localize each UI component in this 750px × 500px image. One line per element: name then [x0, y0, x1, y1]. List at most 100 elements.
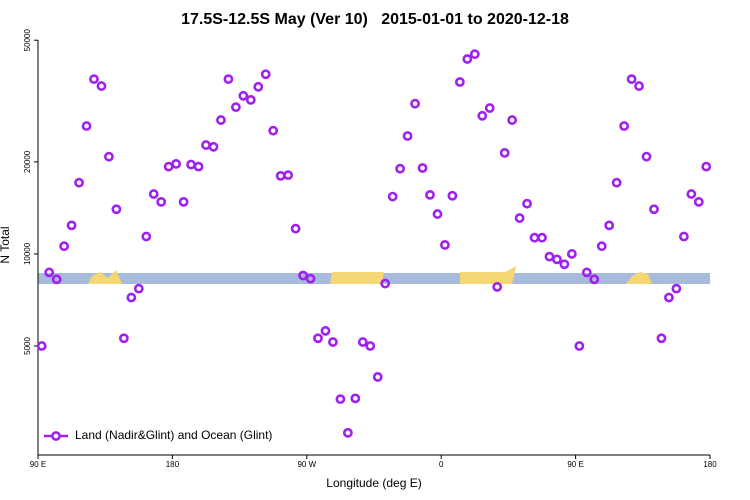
point	[96, 81, 107, 91]
point	[372, 372, 383, 382]
point	[507, 115, 518, 125]
point	[275, 170, 286, 181]
point	[693, 196, 704, 207]
point	[89, 74, 99, 85]
point	[410, 98, 420, 109]
point	[253, 81, 264, 92]
point	[537, 232, 547, 243]
point	[118, 333, 129, 344]
point	[141, 231, 152, 242]
point	[268, 125, 279, 136]
point	[499, 148, 510, 158]
point	[522, 198, 532, 209]
point	[634, 81, 644, 91]
y-axis-label: N Total	[0, 226, 12, 263]
point	[44, 267, 55, 278]
point	[477, 110, 488, 121]
point	[365, 341, 376, 351]
point	[36, 341, 47, 351]
point	[216, 115, 226, 125]
y-tick-label: 20000	[23, 150, 32, 173]
point	[238, 90, 249, 101]
point	[425, 189, 435, 200]
x-tick-label: 0	[439, 460, 444, 469]
point	[440, 240, 450, 250]
point	[432, 209, 443, 219]
point	[529, 232, 540, 243]
x-tick-label: 90 E	[567, 460, 583, 469]
y-tick-label: 10000	[23, 242, 32, 265]
point	[589, 274, 600, 285]
point	[230, 102, 241, 113]
point	[514, 213, 525, 223]
point	[678, 231, 689, 242]
point	[596, 241, 607, 252]
point	[201, 140, 211, 150]
point	[686, 189, 697, 199]
point	[74, 177, 84, 188]
x-tick-label: 90 W	[297, 460, 316, 469]
point	[208, 141, 219, 152]
point	[664, 292, 674, 303]
point	[305, 273, 316, 284]
point	[290, 223, 301, 234]
point	[626, 74, 637, 85]
point	[357, 337, 368, 347]
surface-band	[38, 266, 710, 284]
point	[111, 204, 122, 215]
point	[51, 274, 62, 285]
point	[66, 220, 77, 231]
x-axis-label: Longitude (deg E)	[326, 476, 421, 490]
point	[156, 196, 167, 207]
point	[447, 190, 458, 201]
point	[171, 158, 182, 169]
x-tick-label: 90 E	[30, 460, 46, 469]
point	[178, 196, 189, 207]
point	[701, 161, 712, 172]
point	[566, 249, 577, 259]
point	[328, 337, 338, 347]
point	[581, 267, 592, 278]
point	[395, 163, 406, 174]
point	[402, 131, 413, 141]
point	[544, 251, 555, 262]
point	[380, 278, 391, 289]
point	[126, 292, 137, 303]
point	[387, 191, 398, 202]
land-band	[88, 266, 652, 284]
point	[656, 333, 667, 344]
point	[298, 270, 308, 281]
point	[320, 326, 331, 336]
point	[148, 189, 159, 199]
point	[611, 177, 622, 188]
point	[133, 283, 144, 294]
point	[335, 394, 346, 405]
point	[559, 259, 570, 270]
point	[671, 283, 682, 294]
point	[619, 121, 630, 131]
y-tick-label: 5000	[23, 337, 32, 355]
x-tick-label: 180	[166, 460, 180, 469]
point	[350, 393, 361, 404]
legend-label: Land (Nadir&Glint) and Ocean (Glint)	[75, 428, 272, 442]
point	[260, 69, 271, 80]
legend-marker	[51, 431, 61, 441]
point	[245, 94, 256, 105]
point	[81, 121, 92, 131]
point	[454, 77, 465, 87]
y-tick-label: 50000	[23, 29, 32, 52]
point	[163, 161, 174, 172]
point	[342, 427, 353, 438]
chart-title: 17.5S-12.5S May (Ver 10) 2015-01-01 to 2…	[181, 11, 569, 28]
point	[417, 163, 428, 173]
point	[104, 151, 114, 162]
point	[462, 54, 473, 64]
point	[492, 282, 503, 292]
point	[604, 220, 615, 231]
point	[223, 74, 234, 85]
point	[552, 254, 562, 265]
point	[186, 159, 196, 170]
x-tick-label: 180	[703, 460, 717, 469]
point	[59, 241, 70, 252]
